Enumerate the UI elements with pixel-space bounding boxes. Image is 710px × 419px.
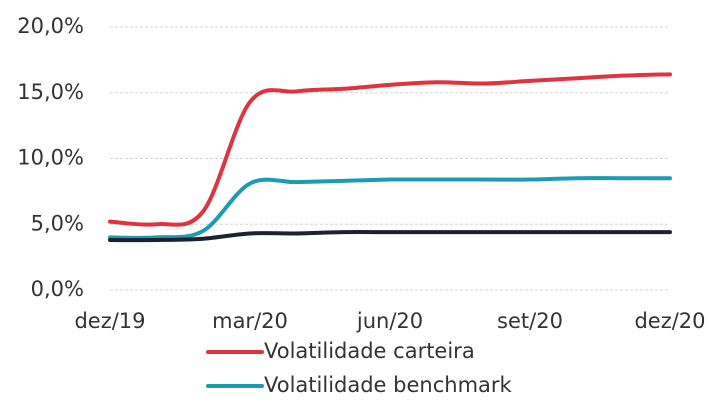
- y-tick-label: 5,0%: [31, 211, 84, 235]
- x-tick-label: set/20: [497, 309, 563, 333]
- y-tick-label: 15,0%: [17, 80, 84, 104]
- x-tick-label: mar/20: [212, 309, 288, 333]
- series-line: [108, 72, 672, 227]
- x-tick-label: dez/20: [634, 309, 705, 333]
- x-tick-label: jun/20: [356, 309, 423, 333]
- y-tick-label: 0,0%: [31, 277, 84, 301]
- y-tick-label: 10,0%: [17, 146, 84, 170]
- legend-label: Volatilidade benchmark: [264, 373, 513, 397]
- series-line: [108, 176, 672, 240]
- series-line: [108, 230, 672, 243]
- y-tick-label: 20,0%: [17, 14, 84, 38]
- legend-label: Volatilidade carteira: [264, 339, 475, 363]
- x-tick-label: dez/19: [74, 309, 145, 333]
